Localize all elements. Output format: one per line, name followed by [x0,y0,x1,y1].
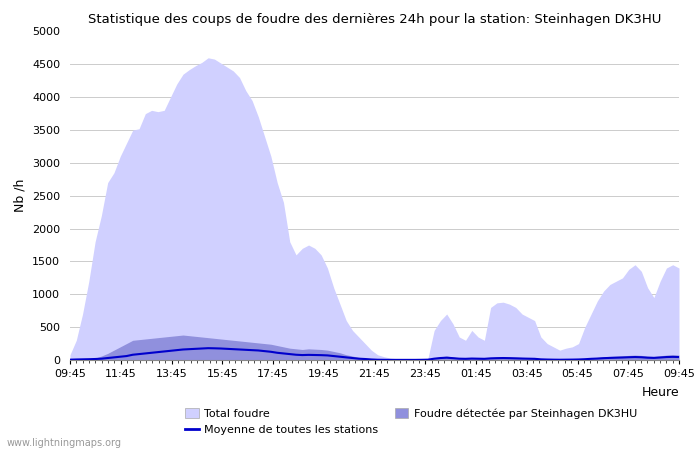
Text: Heure: Heure [641,386,679,399]
Text: www.lightningmaps.org: www.lightningmaps.org [7,438,122,448]
Y-axis label: Nb /h: Nb /h [13,179,27,212]
Title: Statistique des coups de foudre des dernières 24h pour la station: Steinhagen DK: Statistique des coups de foudre des dern… [88,13,662,26]
Legend: Total foudre, Moyenne de toutes les stations, Foudre détectée par Steinhagen DK3: Total foudre, Moyenne de toutes les stat… [186,408,637,435]
